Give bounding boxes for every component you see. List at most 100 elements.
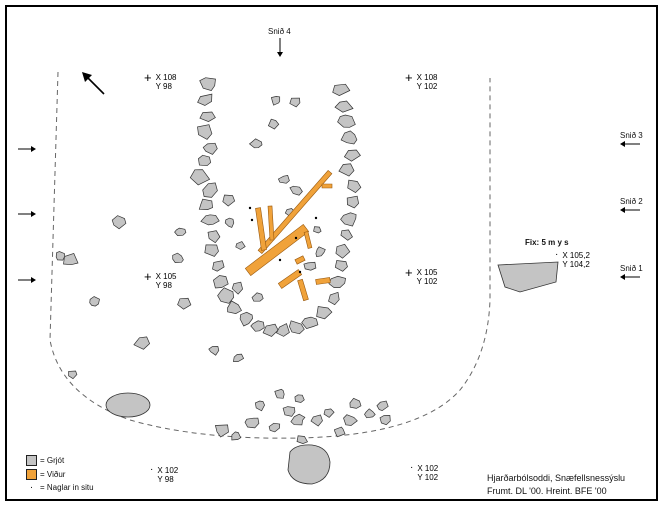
wood-plank bbox=[294, 255, 306, 265]
stone bbox=[208, 346, 220, 356]
stone bbox=[197, 124, 213, 140]
wood-group bbox=[244, 169, 333, 302]
wood-plank bbox=[321, 183, 333, 189]
caption-credits: Frumt. DL '00. Hreint. BFE '00 bbox=[487, 486, 607, 496]
stone bbox=[343, 414, 358, 426]
stone bbox=[189, 169, 211, 186]
stone bbox=[303, 261, 317, 271]
section-arrow-snid2 bbox=[620, 207, 640, 213]
stone bbox=[276, 323, 290, 337]
nail bbox=[248, 206, 252, 210]
stone bbox=[172, 252, 184, 263]
section-label-snid3: Snið 3 bbox=[620, 131, 643, 140]
stone bbox=[250, 320, 265, 332]
grid-point-x108-y102: + X 108 Y 102 bbox=[405, 70, 438, 91]
map-frame bbox=[5, 5, 658, 501]
stone bbox=[328, 291, 340, 306]
section-arrow-left-3 bbox=[18, 277, 36, 283]
stone bbox=[310, 414, 323, 427]
stone bbox=[376, 400, 389, 411]
stone bbox=[248, 138, 263, 149]
stone bbox=[316, 306, 333, 320]
stone bbox=[227, 300, 242, 314]
stone bbox=[204, 244, 219, 257]
stone bbox=[267, 118, 280, 130]
stone bbox=[364, 408, 376, 419]
stone bbox=[207, 230, 221, 244]
wood-plank bbox=[244, 223, 310, 277]
stone bbox=[198, 154, 212, 167]
stone bbox=[177, 297, 192, 310]
legend-nail: · = Naglar in situ bbox=[26, 482, 94, 493]
wood-plank bbox=[297, 278, 309, 302]
fix-label: Fix: 5 m y s bbox=[525, 238, 569, 247]
stone bbox=[212, 260, 225, 272]
nail bbox=[298, 270, 302, 274]
stone bbox=[294, 394, 305, 403]
stone bbox=[55, 251, 66, 261]
north-arrow-icon bbox=[82, 72, 105, 95]
stone bbox=[340, 212, 357, 227]
stone bbox=[349, 397, 362, 409]
section-arrow-left-1 bbox=[18, 146, 36, 152]
stone bbox=[334, 260, 348, 272]
fix-point-y: Y 104,2 bbox=[562, 260, 590, 269]
stone bbox=[270, 96, 281, 106]
fix-point-x: X 105,2 bbox=[562, 251, 590, 260]
stone bbox=[68, 370, 78, 380]
stone bbox=[338, 163, 355, 177]
stone bbox=[289, 185, 303, 196]
stone bbox=[222, 194, 236, 207]
large-stone-bottom bbox=[287, 444, 331, 485]
stone bbox=[239, 311, 253, 327]
stone bbox=[347, 179, 362, 194]
stone bbox=[346, 195, 359, 209]
stone bbox=[274, 388, 285, 399]
section-arrow-snid1 bbox=[620, 274, 640, 280]
stone bbox=[313, 226, 322, 234]
stone bbox=[315, 246, 326, 258]
grid-point-x108-y98: + X 108 Y 98 bbox=[144, 70, 177, 91]
stone bbox=[290, 413, 306, 426]
section-arrow-left-2 bbox=[18, 211, 36, 217]
stone bbox=[262, 323, 279, 337]
stone bbox=[202, 182, 218, 198]
stone bbox=[340, 130, 358, 145]
stone bbox=[328, 275, 347, 288]
stone bbox=[334, 100, 354, 113]
stone bbox=[289, 320, 305, 335]
large-stone-lower-left bbox=[105, 392, 151, 418]
fix-point: · X 105,2 Y 104,2 bbox=[555, 249, 590, 270]
section-arrow-snid4 bbox=[277, 38, 283, 57]
stone bbox=[340, 229, 353, 241]
stone bbox=[343, 149, 361, 162]
stone bbox=[277, 174, 290, 184]
stone bbox=[214, 424, 229, 438]
stone-swatch-icon bbox=[26, 455, 37, 466]
nail bbox=[314, 216, 318, 220]
stone bbox=[213, 275, 229, 289]
nail bbox=[250, 218, 254, 222]
stone bbox=[217, 287, 235, 304]
wood-plank bbox=[277, 269, 303, 289]
stone bbox=[224, 217, 235, 228]
stone bbox=[282, 406, 296, 417]
section-label-snid1: Snið 1 bbox=[620, 264, 643, 273]
stone bbox=[379, 415, 391, 426]
stone bbox=[199, 111, 216, 122]
section-arrow-snid3 bbox=[620, 141, 640, 147]
stone bbox=[232, 353, 245, 362]
wood-plank bbox=[255, 207, 267, 251]
fix-stone bbox=[497, 261, 559, 293]
stone bbox=[337, 114, 356, 128]
legend-stone: = Grjót bbox=[26, 455, 64, 466]
stone bbox=[133, 336, 151, 350]
stone bbox=[174, 227, 187, 236]
stone bbox=[289, 97, 301, 108]
stone bbox=[323, 408, 335, 418]
grid-point-x105-y98: + X 105 Y 98 bbox=[144, 269, 177, 290]
wood-plank bbox=[303, 231, 313, 249]
stone bbox=[244, 417, 260, 429]
legend-wood: = Viður bbox=[26, 469, 65, 480]
stone bbox=[89, 296, 100, 307]
